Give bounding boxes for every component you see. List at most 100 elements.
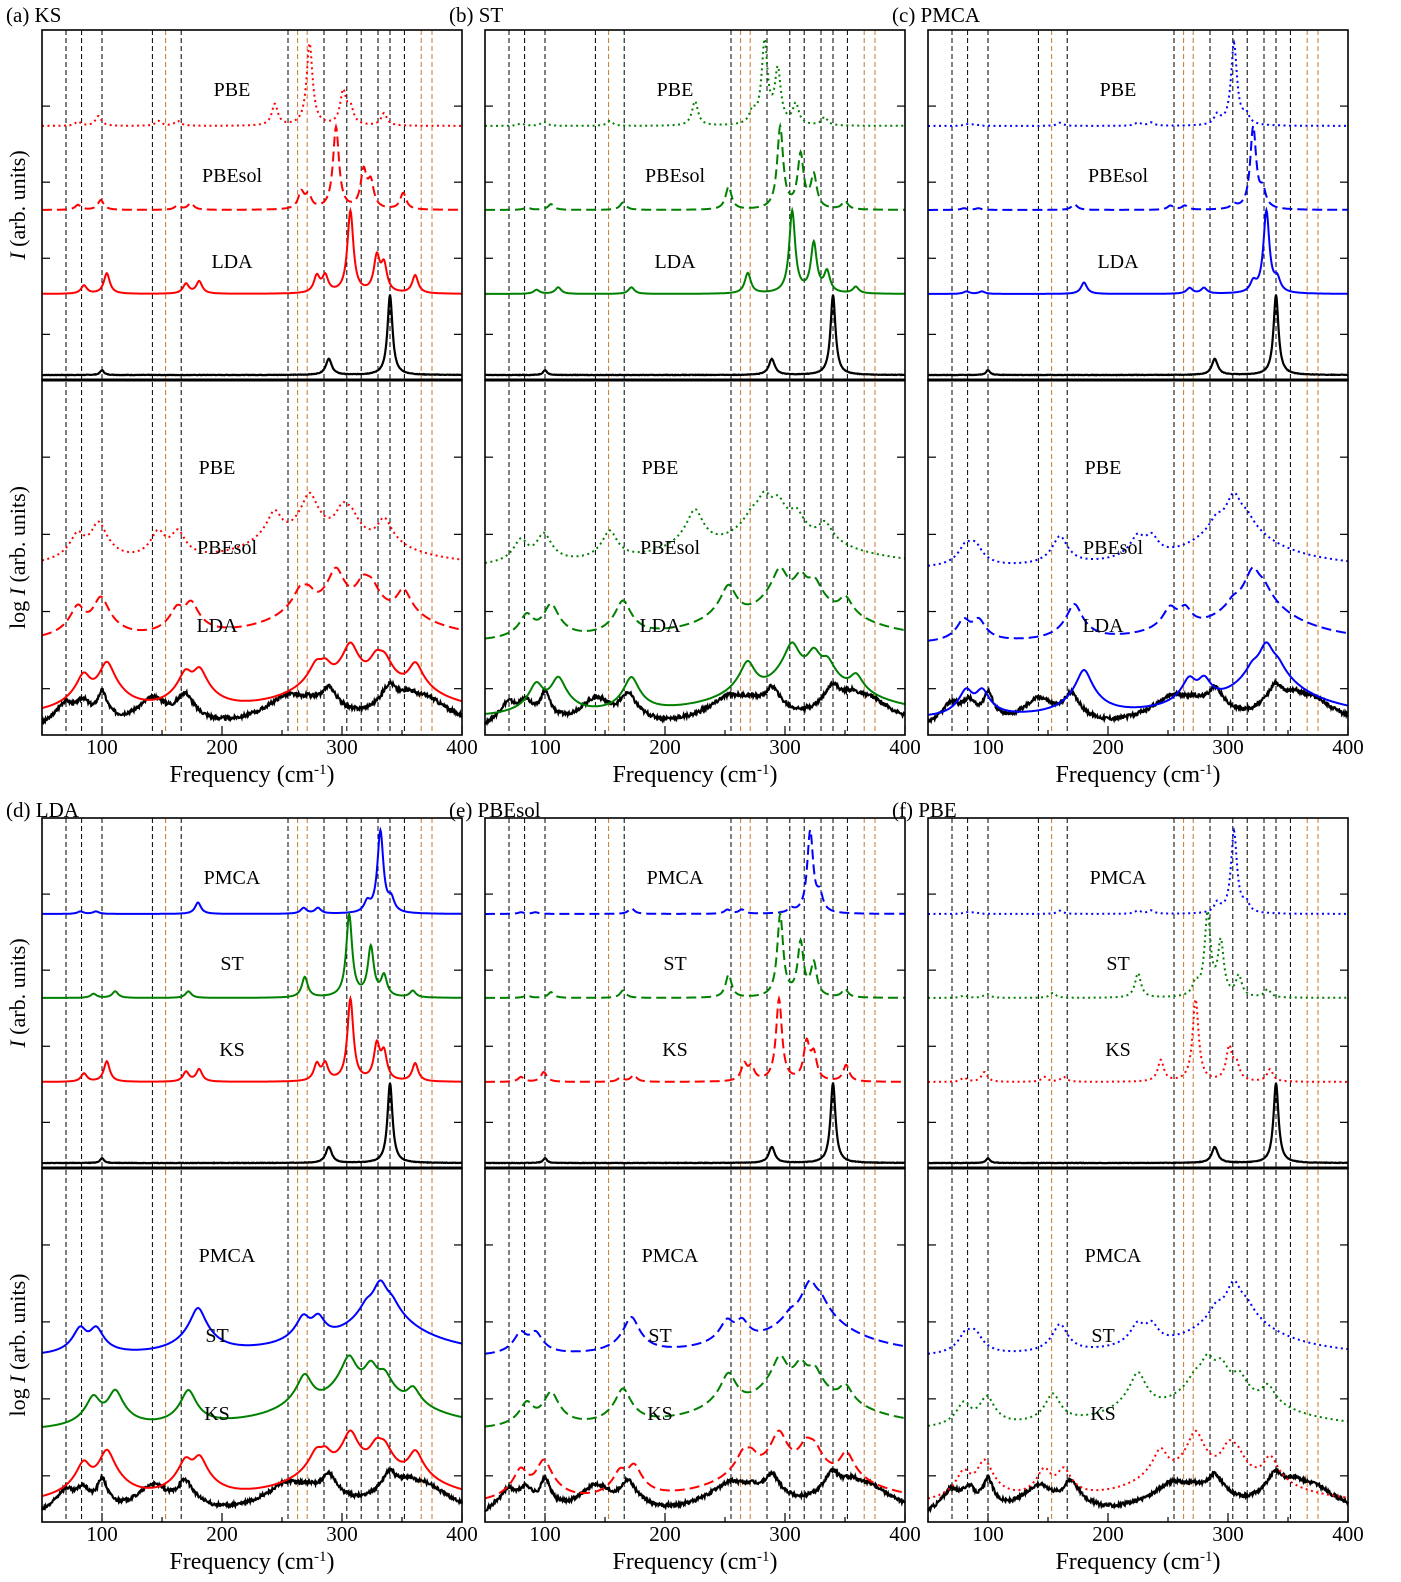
calc-log-spectrum-ks xyxy=(927,1429,1348,1500)
experimental-log-spectrum xyxy=(483,680,906,727)
x-tick-label: 100 xyxy=(972,1522,1004,1546)
calc-log-spectrum-ks xyxy=(484,1429,906,1500)
experimental-spectrum xyxy=(484,1082,906,1165)
experimental-log-spectrum xyxy=(927,678,1349,725)
x-tick-label: 200 xyxy=(649,1522,681,1546)
x-tick-label: 300 xyxy=(326,735,358,759)
calc-log-spectrum-st xyxy=(484,1354,906,1428)
x-tick-label: 100 xyxy=(86,735,118,759)
panel-label: (a) KS xyxy=(6,3,61,27)
series-label: ST xyxy=(648,1325,671,1347)
x-tick-label: 400 xyxy=(446,1522,478,1546)
series-label: KS xyxy=(219,1039,245,1061)
series-label: PMCA xyxy=(199,1245,256,1267)
x-tick-label: 400 xyxy=(1332,735,1364,759)
calc-spectrum-pmca xyxy=(485,826,905,915)
calc-spectrum-pbesol xyxy=(928,122,1348,211)
series-label: PBE xyxy=(214,79,251,101)
series-label: KS xyxy=(647,1403,673,1425)
series-label: LDA xyxy=(196,615,238,637)
top-frame xyxy=(41,29,463,381)
series-label: PBEsol xyxy=(1083,537,1143,559)
series-label: PMCA xyxy=(647,867,704,889)
series-label: PBE xyxy=(657,79,694,101)
x-axis-label: Frequency (cm-1) xyxy=(1055,762,1220,788)
x-tick-label: 200 xyxy=(1092,1522,1124,1546)
calc-log-spectrum-pbesol xyxy=(927,566,1349,642)
x-tick-label: 300 xyxy=(1212,1522,1244,1546)
x-axis-label: Frequency (cm-1) xyxy=(612,762,777,788)
calc-log-spectrum-pbesol xyxy=(41,566,463,637)
series-label: KS xyxy=(1105,1039,1131,1061)
calc-log-spectrum-pmca xyxy=(484,1279,906,1355)
series-label: PMCA xyxy=(204,867,261,889)
series-label: ST xyxy=(1091,1325,1114,1347)
series-label: LDA xyxy=(639,615,681,637)
series-label: PMCA xyxy=(642,1245,699,1267)
panel-label: (c) PMCA xyxy=(892,3,981,27)
calc-log-spectrum-pbe xyxy=(41,491,462,562)
experimental-spectrum xyxy=(42,294,463,377)
calc-spectrum-st xyxy=(928,907,1348,999)
calc-log-spectrum-pmca xyxy=(927,1279,1349,1355)
calc-spectrum-pbe xyxy=(485,35,905,127)
calc-spectrum-lda xyxy=(928,206,1348,295)
series-label: LDA xyxy=(211,251,253,273)
calc-log-spectrum-ks xyxy=(41,1429,463,1498)
calc-spectrum-pbesol xyxy=(42,122,462,211)
calc-spectrum-st xyxy=(485,910,905,999)
calc-spectrum-ks xyxy=(42,994,462,1083)
experimental-spectrum xyxy=(927,294,1349,377)
calc-log-spectrum-st xyxy=(41,1354,463,1428)
top-frame xyxy=(927,29,1349,381)
experimental-spectrum xyxy=(927,1082,1349,1165)
series-label: PBEsol xyxy=(1088,165,1148,187)
x-axis-label: Frequency (cm-1) xyxy=(1055,1549,1220,1575)
experimental-log-spectrum xyxy=(927,1465,1350,1514)
experimental-log-spectrum xyxy=(41,678,463,725)
panel-label: (b) ST xyxy=(449,3,503,27)
x-tick-label: 100 xyxy=(529,735,561,759)
x-tick-label: 400 xyxy=(889,1522,921,1546)
x-tick-label: 300 xyxy=(769,1522,801,1546)
x-axis-label: Frequency (cm-1) xyxy=(169,1549,334,1575)
calc-spectrum-pbe xyxy=(928,38,1348,127)
experimental-log-spectrum xyxy=(484,1466,906,1513)
series-label: PMCA xyxy=(1090,867,1147,889)
x-tick-label: 100 xyxy=(86,1522,118,1546)
calc-spectrum-ks xyxy=(928,995,1348,1083)
panel-pmca: (c) PMCA PBE PBEsol LDA PBE PBEsol LDA 100 200 30… xyxy=(892,3,1364,788)
x-axis-label: Frequency (cm-1) xyxy=(169,762,334,788)
y-axis-label: I (arb. units) xyxy=(5,938,30,1048)
panel-ks: (a) KS PBE PBEsol LDA PBE PBEsol LDA 100 200 300 4… xyxy=(5,3,478,788)
series-label: PBEsol xyxy=(197,537,257,559)
calc-log-spectrum-st xyxy=(927,1353,1349,1427)
x-tick-label: 200 xyxy=(1092,735,1124,759)
x-tick-label: 200 xyxy=(649,735,681,759)
series-label: ST xyxy=(220,953,243,975)
x-tick-label: 100 xyxy=(972,735,1004,759)
calc-log-spectrum-lda xyxy=(41,641,463,710)
series-label: KS xyxy=(1090,1403,1116,1425)
calc-log-spectrum-pbesol xyxy=(484,566,906,640)
calc-spectrum-pmca xyxy=(42,826,462,915)
calc-spectrum-st xyxy=(42,910,462,999)
calc-log-spectrum-pmca xyxy=(41,1279,463,1354)
series-label: ST xyxy=(663,953,686,975)
calc-spectrum-ks xyxy=(485,994,905,1083)
series-label: PMCA xyxy=(1085,1245,1142,1267)
calc-spectrum-pbe xyxy=(42,39,462,127)
x-tick-label: 300 xyxy=(326,1522,358,1546)
series-label: KS xyxy=(662,1039,688,1061)
x-axis-label: Frequency (cm-1) xyxy=(612,1549,777,1575)
series-label: PBEsol xyxy=(202,165,262,187)
calc-log-spectrum-lda xyxy=(927,641,1349,716)
series-label: PBE xyxy=(199,457,236,479)
y-axis-label: I (arb. units) xyxy=(5,150,30,260)
series-label: ST xyxy=(1106,953,1129,975)
series-label: PBE xyxy=(1085,457,1122,479)
